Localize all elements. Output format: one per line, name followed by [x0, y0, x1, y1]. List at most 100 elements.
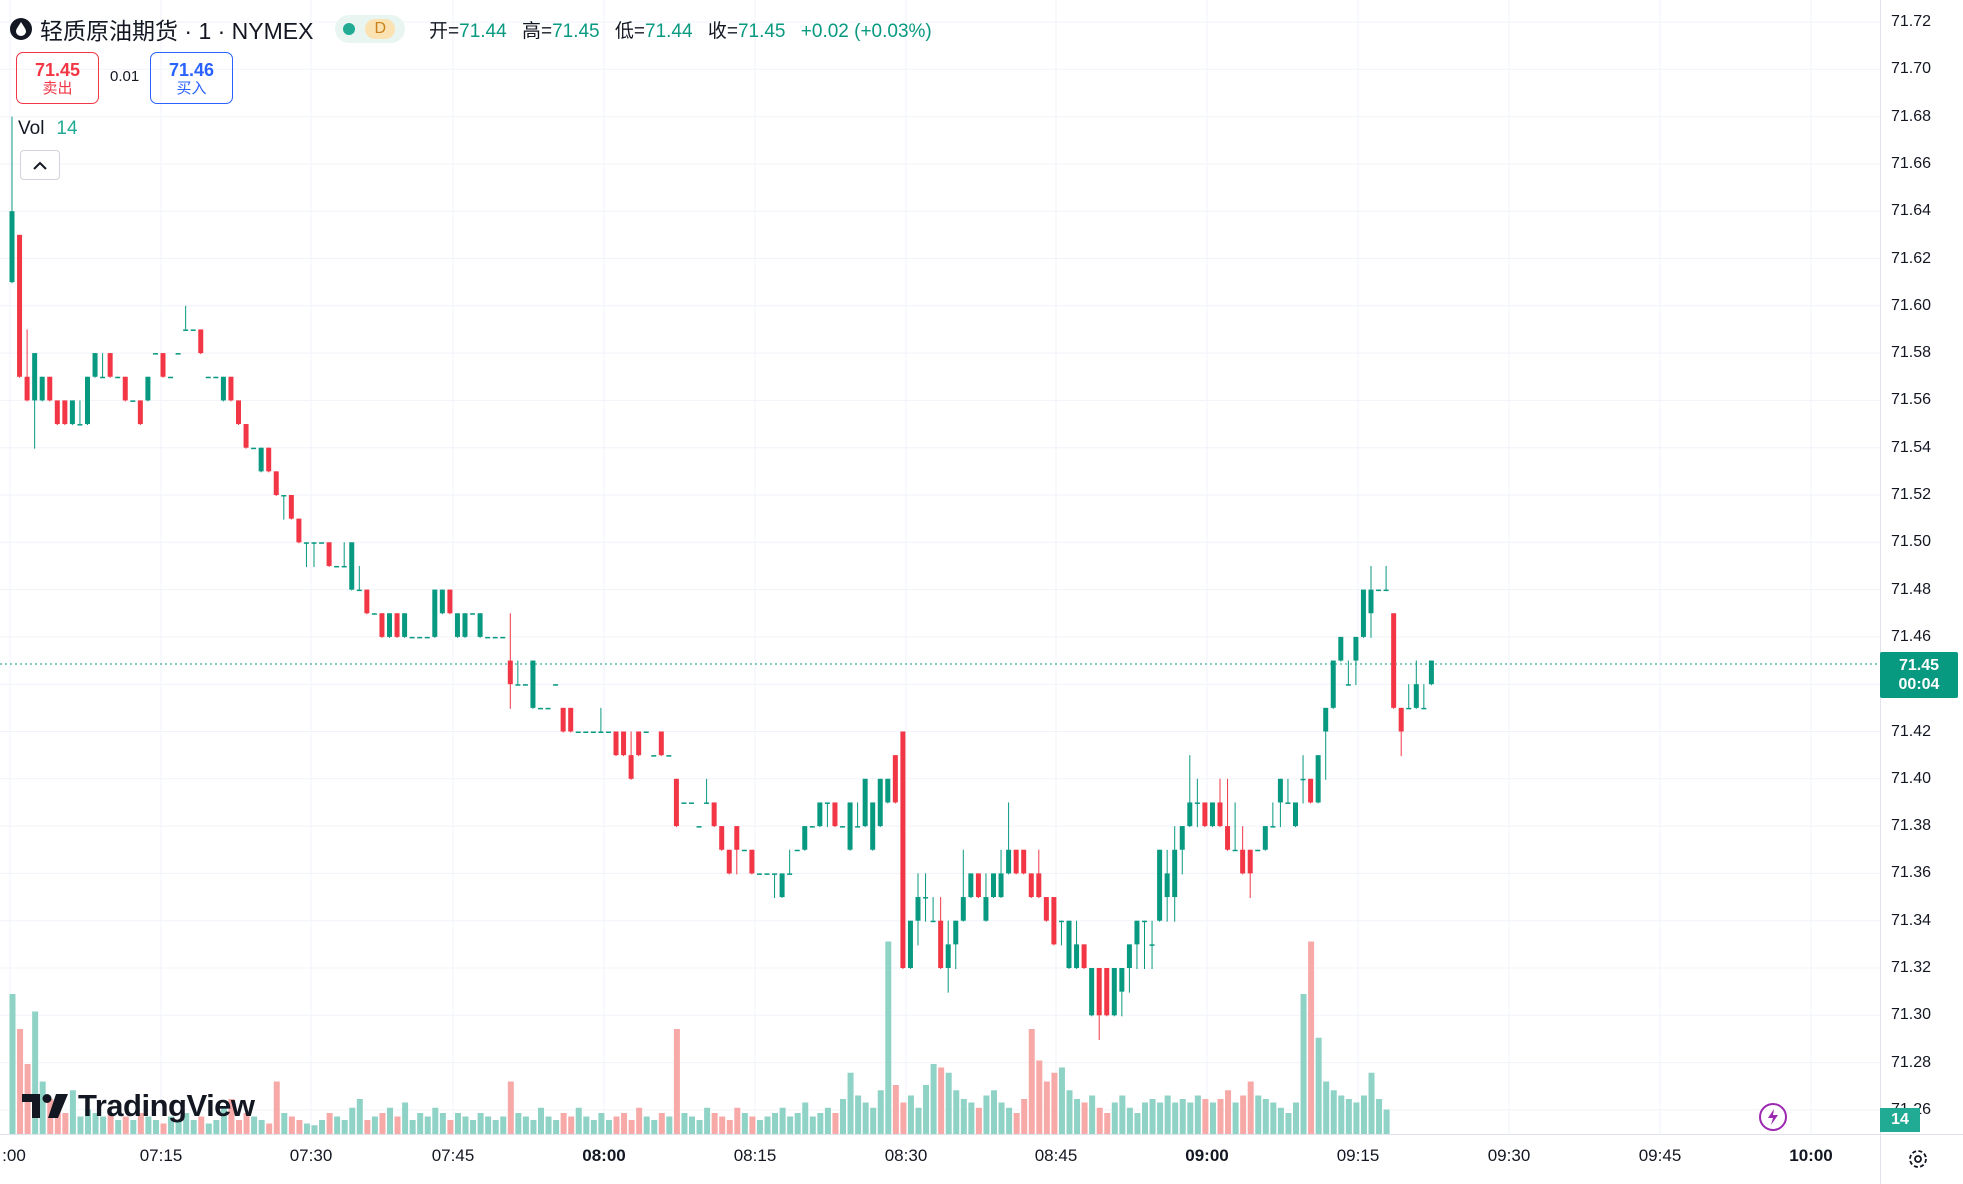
candle — [1209, 802, 1215, 828]
candle-body — [1066, 920, 1072, 968]
settings-button[interactable] — [1906, 1147, 1930, 1171]
candle — [530, 660, 536, 709]
candle-body — [205, 376, 211, 379]
tradingview-logo[interactable]: TradingView — [22, 1088, 255, 1124]
volume-bar — [17, 1029, 24, 1134]
low-value: 71.44 — [645, 20, 693, 42]
candle — [77, 400, 83, 426]
volume-bar — [281, 1113, 288, 1134]
candle — [794, 849, 800, 852]
price-tick-label: 71.38 — [1891, 817, 1932, 835]
price-tick-label: 71.64 — [1891, 202, 1932, 220]
candle-body — [1413, 684, 1419, 708]
candle — [560, 707, 566, 733]
candle-body — [1383, 589, 1389, 592]
volume-bar — [832, 1113, 839, 1134]
candle — [877, 778, 883, 828]
candle-body — [689, 802, 694, 804]
tradingview-logo-icon — [22, 1094, 68, 1118]
candle — [832, 802, 838, 828]
market-status-pill[interactable]: D — [335, 15, 406, 43]
candle — [326, 542, 332, 567]
candle-body — [371, 613, 377, 615]
volume-bars — [9, 941, 1390, 1134]
candle-body — [975, 873, 981, 898]
symbol-title[interactable]: 轻质原油期货 · 1 · NYMEX — [40, 18, 314, 44]
candle-body — [439, 589, 445, 614]
price-tick-label: 71.32 — [1891, 959, 1932, 976]
candle — [62, 400, 68, 426]
volume-bar — [288, 1116, 295, 1134]
candle — [1119, 968, 1125, 1017]
candle-body — [1172, 849, 1178, 898]
candle-body — [832, 802, 838, 827]
candle-body — [500, 636, 506, 639]
candle — [228, 376, 234, 402]
candle-body — [1285, 802, 1291, 804]
candle — [424, 636, 430, 639]
volume-bar — [1360, 1095, 1367, 1134]
candle-body — [877, 778, 883, 827]
volume-bar — [1157, 1102, 1164, 1134]
candle — [356, 565, 362, 592]
candle — [598, 707, 604, 733]
candle-body — [1202, 802, 1208, 827]
volume-bar — [885, 941, 892, 1134]
candle-body — [862, 778, 868, 827]
candle — [938, 897, 944, 969]
candle-body — [122, 376, 128, 401]
candle-body — [470, 613, 476, 615]
volume-bar — [470, 1120, 477, 1134]
market-open-dot — [343, 23, 356, 35]
volume-bar — [107, 1113, 114, 1134]
time-tick-label: 08:45 — [1034, 1146, 1078, 1165]
price-tick-label: 71.42 — [1891, 722, 1932, 740]
candle — [183, 305, 189, 331]
volume-bar — [787, 1116, 794, 1134]
candle-body — [953, 920, 959, 945]
candle-body — [462, 613, 468, 637]
high-value: 71.45 — [552, 20, 600, 42]
collapse-legend-button[interactable] — [20, 150, 60, 180]
candle-body — [779, 873, 785, 898]
candle-body — [809, 826, 815, 828]
candle — [213, 376, 219, 379]
volume-bar — [741, 1113, 748, 1134]
candle-body — [1028, 873, 1034, 898]
volume-bar — [779, 1107, 786, 1134]
volume-bar — [975, 1107, 982, 1134]
candle-body — [915, 897, 921, 921]
price-tick-label: 71.50 — [1891, 533, 1932, 551]
volume-bar — [92, 1113, 99, 1134]
volume-value: 14 — [56, 118, 78, 139]
candle-body — [538, 707, 543, 710]
candle-body — [62, 400, 68, 425]
candle — [281, 495, 287, 520]
candle-body — [1345, 684, 1351, 686]
candle — [432, 589, 438, 638]
candle — [809, 826, 815, 828]
lightning-button[interactable] — [1759, 1103, 1787, 1131]
candlestick-chart[interactable] — [0, 0, 1880, 1134]
sell-button[interactable]: 71.45 卖出 — [16, 52, 99, 104]
candle-body — [198, 329, 204, 354]
volume-bar — [183, 1113, 190, 1134]
candle — [1315, 755, 1321, 804]
candle — [115, 376, 121, 379]
volume-bar — [983, 1095, 990, 1134]
candle — [636, 731, 642, 757]
buy-button[interactable]: 71.46 买入 — [150, 52, 233, 104]
candle-body — [1421, 707, 1427, 710]
candle — [1308, 778, 1314, 804]
volume-bar — [553, 1120, 560, 1134]
candle — [651, 755, 657, 757]
volume-bar — [855, 1095, 862, 1134]
volume-bar — [371, 1116, 378, 1134]
candle-body — [228, 376, 234, 401]
volume-bar — [734, 1107, 741, 1134]
candle-body — [334, 565, 340, 568]
candle-body — [605, 731, 611, 733]
volume-bar — [243, 1113, 250, 1134]
candle — [590, 731, 596, 733]
candle — [681, 802, 687, 804]
